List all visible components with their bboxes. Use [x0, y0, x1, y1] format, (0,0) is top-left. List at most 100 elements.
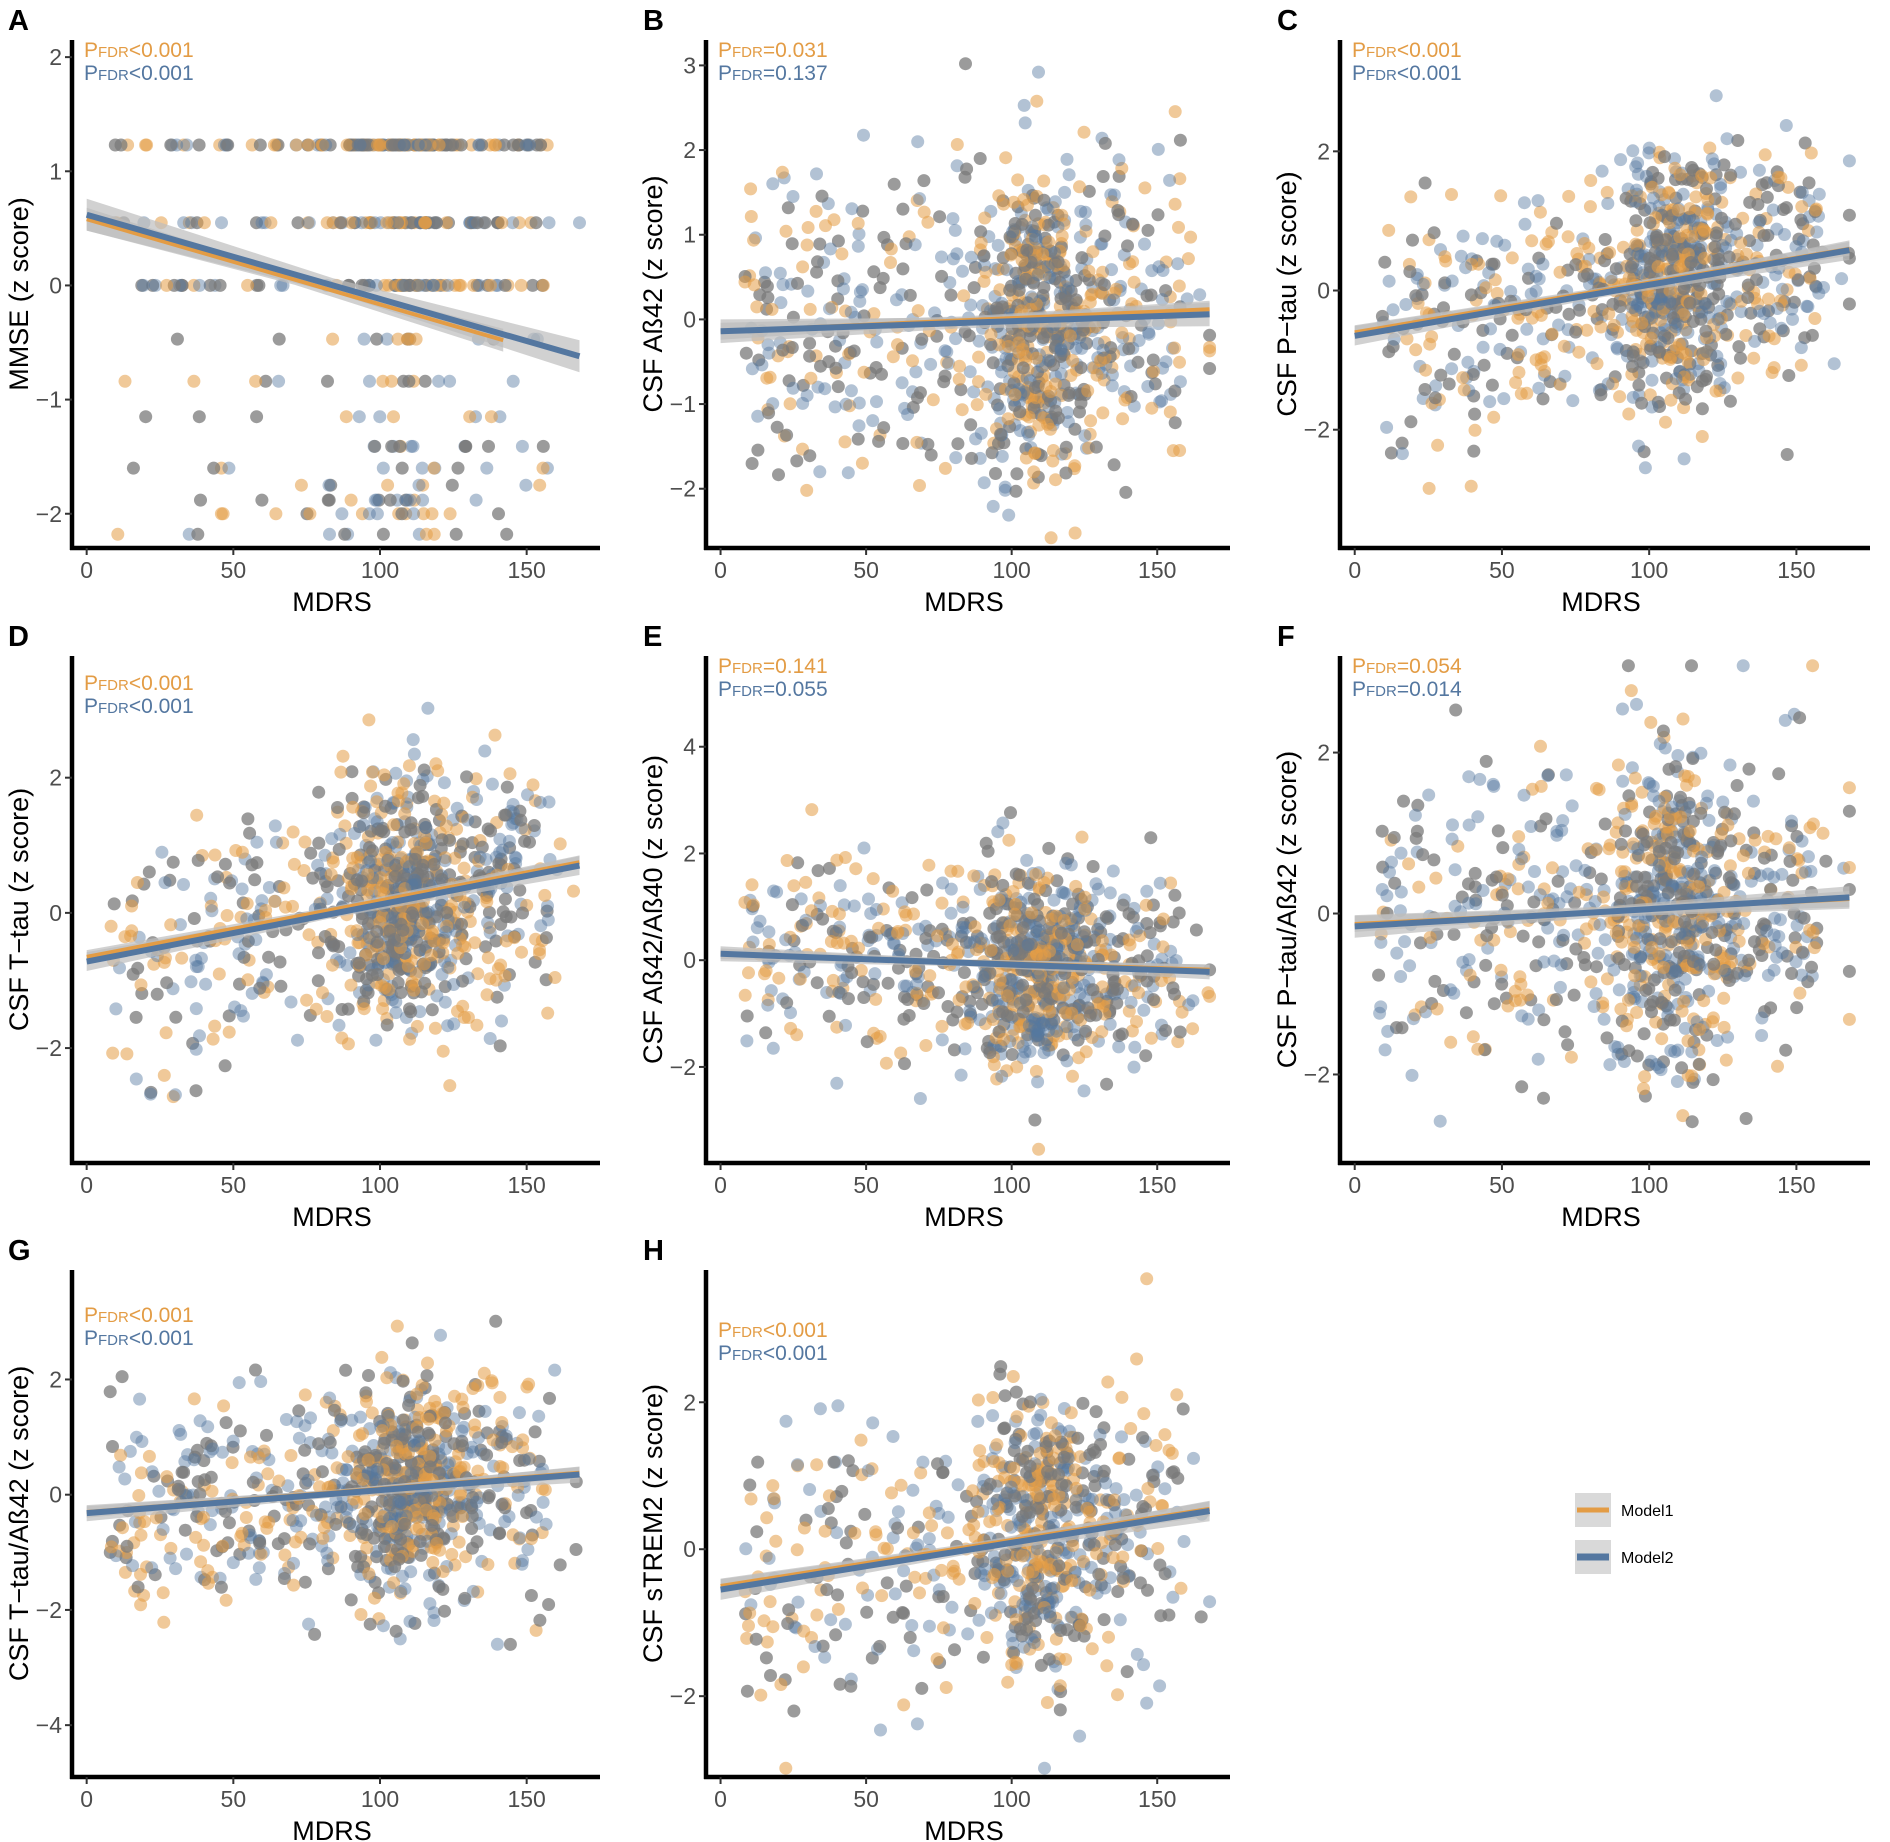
scatter-point	[761, 291, 775, 305]
scatter-point	[1476, 340, 1490, 354]
scatter-point	[1642, 141, 1656, 155]
scatter-point	[1027, 892, 1041, 906]
scatter-point	[776, 278, 790, 292]
scatter-point	[1152, 260, 1166, 274]
scatter-point	[935, 896, 949, 910]
scatter-point	[1603, 246, 1617, 259]
scatter-point	[986, 499, 1000, 513]
scatter-point	[336, 749, 350, 763]
scatter-point	[408, 852, 422, 866]
scatter-point	[1372, 968, 1386, 982]
scatter-point	[255, 493, 269, 507]
scatter-point	[847, 899, 861, 913]
scatter-point	[1081, 384, 1095, 398]
scatter-point	[1615, 865, 1628, 879]
scatter-point	[1097, 278, 1111, 292]
scatter-point	[1141, 223, 1155, 237]
scatter-point	[1203, 344, 1217, 358]
scatter-point	[1096, 170, 1110, 183]
scatter-point	[232, 947, 246, 961]
y-tick-label: −1	[670, 391, 696, 417]
scatter-point	[1561, 230, 1575, 244]
scatter-point	[1801, 300, 1815, 314]
scatter-point	[1037, 281, 1051, 294]
scatter-point	[1764, 1001, 1778, 1015]
scatter-point	[1127, 275, 1141, 289]
scatter-point	[1689, 190, 1703, 204]
scatter-point	[1741, 291, 1755, 304]
scatter-point	[403, 332, 417, 346]
scatter-point	[207, 461, 221, 475]
scatter-point	[1659, 415, 1672, 429]
scatter-point	[1070, 938, 1084, 952]
scatter-point	[473, 850, 487, 864]
scatter-point	[967, 281, 981, 295]
scatter-point	[194, 493, 207, 507]
scatter-point	[519, 478, 533, 492]
scatter-point	[402, 374, 416, 388]
scatter-point	[108, 138, 122, 152]
scatter-point	[913, 386, 927, 400]
scatter-point	[140, 138, 154, 152]
scatter-point	[421, 701, 435, 715]
scatter-point	[1671, 317, 1684, 331]
scatter-point	[1742, 953, 1756, 967]
scatter-point	[402, 759, 416, 773]
scatter-point	[1427, 226, 1441, 240]
scatter-point	[1626, 144, 1640, 158]
scatter-point	[192, 138, 206, 152]
scatter-point	[567, 884, 580, 898]
scatter-point	[1631, 247, 1645, 261]
scatter-point	[755, 358, 769, 372]
scatter-point	[1382, 223, 1396, 237]
scatter-point	[320, 216, 334, 230]
scatter-point	[973, 152, 987, 165]
scatter-point	[341, 1037, 355, 1051]
scatter-point	[979, 836, 993, 850]
scatter-point	[1580, 323, 1594, 337]
scatter-point	[849, 862, 863, 876]
scatter-point	[1095, 934, 1109, 948]
scatter-point	[803, 336, 817, 350]
scatter-point	[1603, 1058, 1617, 1072]
scatter-point	[908, 964, 922, 978]
scatter-point	[994, 427, 1008, 441]
scatter-point	[381, 854, 395, 867]
scatter-point	[1416, 848, 1430, 862]
scatter-point	[1173, 133, 1187, 147]
scatter-point	[363, 374, 376, 388]
scatter-point	[977, 249, 991, 263]
scatter-point	[1651, 864, 1665, 878]
scatter-point	[954, 383, 968, 397]
scatter-point	[1004, 248, 1018, 262]
scatter-point	[1748, 833, 1762, 847]
scatter-point	[235, 882, 249, 896]
scatter-point	[1029, 232, 1043, 246]
scatter-point	[935, 1033, 949, 1047]
scatter-point	[1022, 1019, 1036, 1032]
x-tick-label: 150	[1777, 557, 1815, 583]
scatter-point	[1462, 770, 1476, 784]
scatter-point	[1128, 1040, 1142, 1054]
scatter-point	[999, 151, 1013, 165]
scatter-point	[1469, 897, 1483, 911]
scatter-point	[1709, 89, 1723, 103]
scatter-point	[820, 986, 834, 999]
scatter-point	[997, 1033, 1011, 1046]
scatter-point	[488, 138, 502, 152]
scatter-point	[221, 138, 235, 152]
scatter-point	[136, 278, 150, 292]
scatter-point	[1645, 373, 1659, 387]
scatter-point	[197, 216, 211, 230]
scatter-point	[241, 278, 255, 292]
scatter-point	[1601, 377, 1615, 391]
scatter-point	[1151, 142, 1165, 156]
scatter-point	[368, 439, 382, 453]
scatter-point	[428, 1021, 442, 1035]
scatter-point	[1386, 303, 1400, 317]
scatter-point	[1624, 684, 1638, 698]
scatter-point	[968, 920, 982, 934]
y-tick-label: −2	[36, 1035, 62, 1061]
scatter-point	[1146, 353, 1160, 367]
scatter-point	[869, 903, 883, 916]
